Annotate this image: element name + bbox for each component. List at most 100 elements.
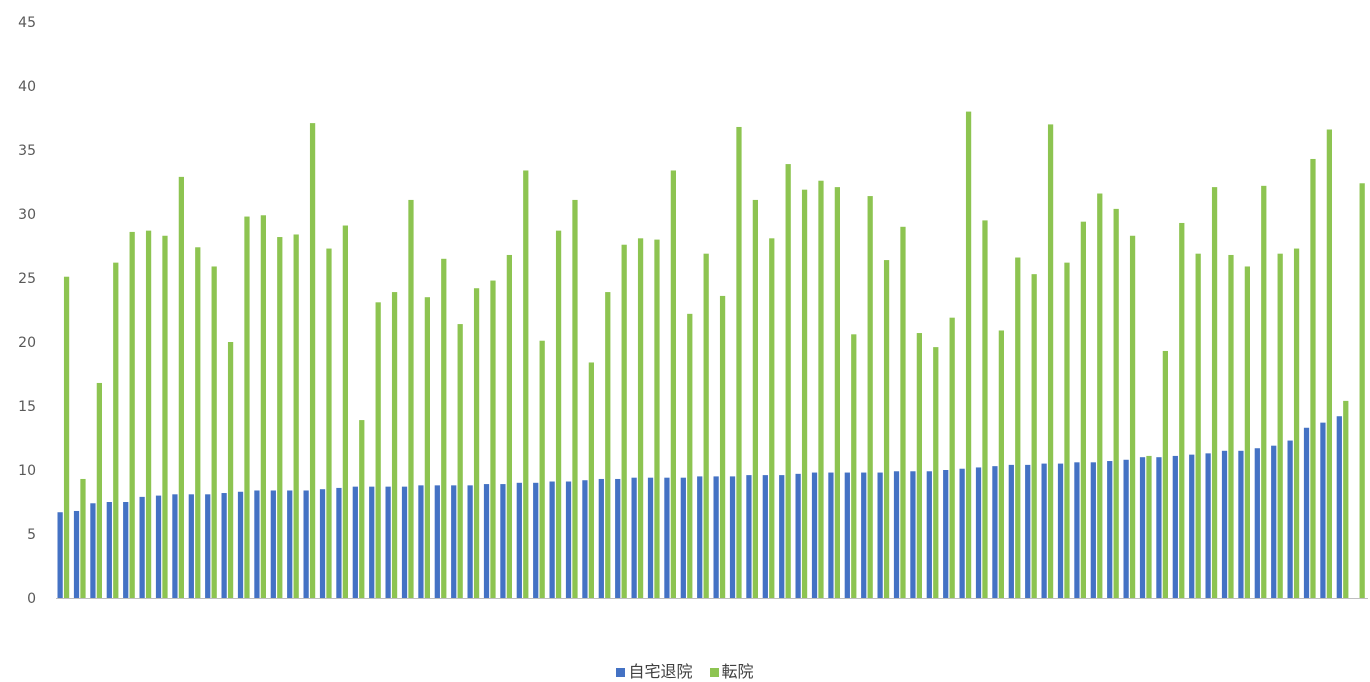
bar-transfer [473, 288, 480, 598]
bar-transfer [506, 254, 512, 598]
bar-home-discharge [697, 476, 703, 598]
bar-home-discharge [1172, 455, 1178, 598]
bar-transfer [785, 164, 791, 598]
bar-home-discharge [746, 475, 752, 598]
bar-home-discharge [467, 485, 473, 598]
bar-home-discharge [910, 471, 916, 598]
bar-home-discharge [631, 477, 637, 598]
bar-transfer [1179, 222, 1185, 598]
bar-transfer [1359, 183, 1365, 598]
y-tick-label: 0 [27, 591, 36, 607]
bar-home-discharge [893, 471, 900, 598]
bar-home-discharge [762, 475, 768, 598]
bar-transfer [211, 266, 217, 598]
bar-transfer [342, 225, 348, 598]
bar-home-discharge [221, 493, 227, 598]
bar-transfer [605, 292, 611, 598]
bar-transfer [96, 382, 102, 598]
bar-transfer [621, 244, 627, 598]
bar-transfer [293, 234, 299, 599]
bar-home-discharge [352, 486, 358, 598]
bar-transfer [1113, 208, 1119, 598]
bar-transfer [1097, 193, 1103, 598]
bar-transfer [1146, 455, 1152, 598]
bar-home-discharge [434, 485, 440, 598]
bar-transfer [113, 262, 119, 598]
bar-home-discharge [1271, 445, 1277, 598]
bar-home-discharge [877, 472, 883, 598]
bar-home-discharge [418, 485, 424, 598]
bar-home-discharge [188, 494, 194, 598]
bar-transfer [1211, 187, 1218, 598]
y-tick-label: 10 [18, 463, 36, 479]
bar-transfer [1195, 253, 1201, 598]
legend-item-transfer: 転院 [709, 658, 754, 682]
bar-home-discharge [1025, 464, 1031, 598]
bar-home-discharge [828, 472, 834, 598]
bar-transfer [1343, 400, 1349, 598]
bar-home-discharge [1057, 463, 1064, 598]
bar-transfer [1244, 266, 1250, 598]
bar-home-discharge [205, 494, 211, 598]
bar-transfer [145, 230, 152, 598]
bar-transfer [309, 123, 316, 599]
bar-home-discharge [155, 495, 162, 598]
bar-home-discharge [57, 512, 63, 598]
bar-home-discharge [1156, 457, 1162, 598]
bar-transfer [572, 199, 578, 599]
bar-transfer [359, 420, 365, 598]
bar-home-discharge [1008, 464, 1014, 598]
bar-home-discharge [861, 472, 867, 598]
bar-transfer [129, 231, 135, 599]
bar-transfer [982, 220, 988, 598]
legend-item-home-discharge: 自宅退院 [616, 658, 692, 682]
bar-home-discharge [680, 477, 686, 598]
bar-home-discharge [1303, 427, 1310, 598]
bar-transfer [244, 216, 250, 598]
bar-home-discharge [139, 496, 145, 598]
bar-transfer [375, 302, 381, 598]
bar-transfer [752, 199, 758, 599]
bar-home-discharge [254, 490, 260, 598]
bar-home-discharge [533, 482, 539, 598]
bar-transfer [63, 276, 70, 598]
bar-transfer [1277, 253, 1283, 598]
bar-transfer [1228, 254, 1234, 598]
bar-home-discharge [565, 481, 572, 598]
bar-home-discharge [516, 482, 522, 598]
bar-home-discharge [992, 466, 998, 598]
bar-home-discharge [1189, 454, 1195, 598]
bar-home-discharge [811, 472, 818, 598]
bar-transfer [555, 230, 562, 598]
bar-transfer [1293, 248, 1300, 598]
bar-home-discharge [1320, 422, 1326, 598]
bar-home-discharge [451, 485, 457, 598]
bar-transfer [539, 340, 545, 598]
bar-home-discharge [1107, 461, 1113, 598]
bar-home-discharge [500, 484, 506, 598]
bar-transfer [391, 292, 398, 598]
bar-transfer [1162, 350, 1168, 598]
bar-home-discharge [303, 490, 309, 598]
bar-home-discharge [926, 471, 932, 598]
bar-transfer [80, 478, 86, 598]
bar-transfer [883, 260, 890, 598]
y-tick-label: 5 [27, 527, 36, 543]
bar-transfer [227, 342, 234, 598]
bar-transfer [687, 313, 693, 598]
bar-home-discharge [729, 476, 736, 598]
bar-home-discharge [975, 467, 982, 598]
legend-swatch-home-discharge [616, 668, 626, 677]
bar-home-discharge [598, 478, 604, 598]
bar-home-discharge [959, 468, 965, 598]
bar-transfer [900, 226, 906, 599]
bar-transfer [637, 238, 644, 598]
bar-transfer [818, 180, 824, 598]
bar-transfer [490, 280, 496, 598]
bar-transfer [998, 330, 1004, 598]
bar-transfer [162, 235, 168, 598]
bar-home-discharge [270, 490, 276, 598]
bar-home-discharge [1041, 463, 1047, 598]
bar-transfer [703, 253, 709, 598]
